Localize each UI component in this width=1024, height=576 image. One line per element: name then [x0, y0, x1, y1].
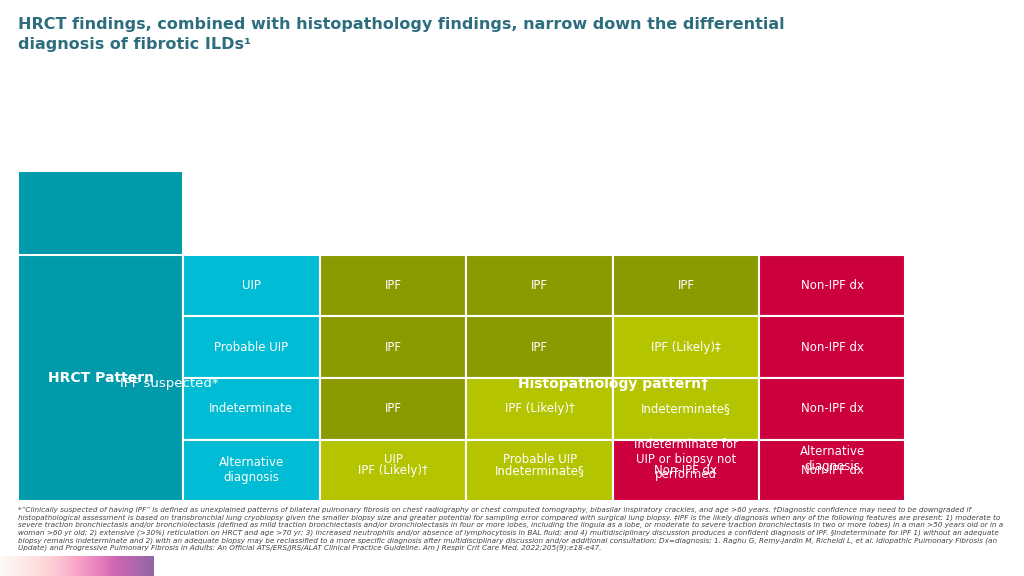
FancyBboxPatch shape [759, 316, 905, 378]
Text: IPF (Likely)†: IPF (Likely)† [358, 464, 428, 477]
Text: HRCT findings, combined with histopathology findings, narrow down the differenti: HRCT findings, combined with histopathol… [18, 17, 785, 52]
Text: Probable UIP: Probable UIP [503, 453, 577, 466]
FancyBboxPatch shape [18, 350, 321, 418]
Text: Non-IPF dx: Non-IPF dx [801, 464, 864, 477]
FancyBboxPatch shape [612, 378, 759, 439]
FancyBboxPatch shape [321, 255, 466, 316]
Text: UIP: UIP [242, 279, 261, 292]
FancyBboxPatch shape [612, 316, 759, 378]
Text: *“Clinically suspected of having IPF” is defined as unexplained patterns of bila: *“Clinically suspected of having IPF” is… [18, 507, 1004, 551]
FancyBboxPatch shape [182, 255, 321, 316]
Text: HRCT Pattern: HRCT Pattern [47, 371, 154, 385]
FancyBboxPatch shape [612, 439, 759, 501]
Text: Non-IPF dx: Non-IPF dx [801, 402, 864, 415]
FancyBboxPatch shape [321, 439, 466, 501]
Text: Indeterminate: Indeterminate [209, 402, 293, 415]
FancyBboxPatch shape [759, 418, 905, 501]
FancyBboxPatch shape [466, 316, 612, 378]
Text: IPF: IPF [385, 279, 401, 292]
Text: Indeterminate§: Indeterminate§ [641, 402, 731, 415]
Text: IPF suspected*: IPF suspected* [120, 377, 218, 391]
Text: IPF (Likely)‡: IPF (Likely)‡ [651, 340, 721, 354]
FancyBboxPatch shape [18, 418, 321, 501]
FancyBboxPatch shape [182, 378, 321, 439]
Text: IPF: IPF [385, 340, 401, 354]
FancyBboxPatch shape [182, 439, 321, 501]
FancyBboxPatch shape [182, 316, 321, 378]
Text: Histopathology pattern†: Histopathology pattern† [518, 377, 708, 391]
FancyBboxPatch shape [466, 439, 612, 501]
Text: UIP: UIP [384, 453, 402, 466]
FancyBboxPatch shape [759, 378, 905, 439]
FancyBboxPatch shape [321, 378, 466, 439]
FancyBboxPatch shape [321, 418, 466, 501]
FancyBboxPatch shape [759, 255, 905, 316]
Text: Indeterminate§: Indeterminate§ [495, 464, 585, 477]
FancyBboxPatch shape [466, 378, 612, 439]
Text: Non-IPF dx: Non-IPF dx [801, 340, 864, 354]
FancyBboxPatch shape [466, 418, 612, 501]
Text: IPF: IPF [385, 402, 401, 415]
Text: Non-IPF dx: Non-IPF dx [801, 279, 864, 292]
Text: Indeterminate for
UIP or biopsy not
performed: Indeterminate for UIP or biopsy not perf… [634, 438, 738, 481]
Text: IPF: IPF [531, 279, 548, 292]
Text: Probable UIP: Probable UIP [214, 340, 289, 354]
FancyBboxPatch shape [759, 439, 905, 501]
Text: Alternative
diagnosis: Alternative diagnosis [800, 445, 865, 473]
FancyBboxPatch shape [18, 171, 182, 418]
Text: Non-IPF dx: Non-IPF dx [654, 464, 718, 477]
FancyBboxPatch shape [18, 171, 182, 501]
Text: IPF (Likely)†: IPF (Likely)† [505, 402, 574, 415]
FancyBboxPatch shape [321, 316, 466, 378]
Text: IPF: IPF [531, 340, 548, 354]
FancyBboxPatch shape [612, 418, 759, 501]
Text: Alternative
diagnosis: Alternative diagnosis [219, 456, 284, 484]
FancyBboxPatch shape [612, 255, 759, 316]
FancyBboxPatch shape [18, 255, 182, 501]
Text: IPF: IPF [678, 279, 694, 292]
FancyBboxPatch shape [466, 255, 612, 316]
FancyBboxPatch shape [321, 350, 905, 418]
